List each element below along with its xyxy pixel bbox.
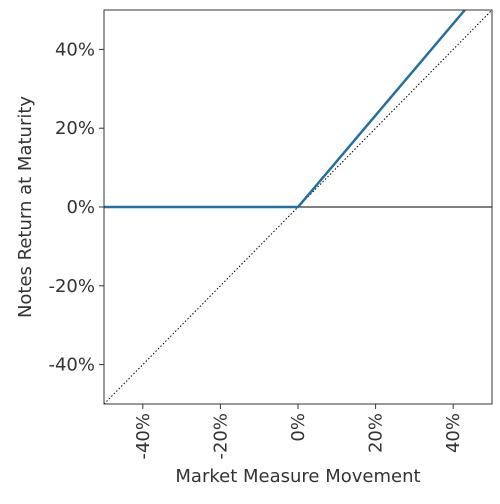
x-tick-label: 20% [366, 413, 387, 453]
x-tick-label: 0% [288, 413, 309, 442]
x-tick-label: -40% [133, 413, 154, 460]
y-tick-label: -40% [48, 355, 95, 376]
y-tick-label: 20% [55, 118, 95, 139]
x-tick-label: 40% [443, 413, 464, 453]
y-tick-label: -20% [48, 276, 95, 297]
x-tick-label: -20% [210, 413, 231, 460]
series-line [104, 10, 466, 209]
plot-area [104, 10, 492, 404]
y-tick-label: 0% [66, 197, 95, 218]
y-tick-label: 40% [55, 39, 95, 60]
y-axis-title: Notes Return at Maturity [15, 96, 36, 318]
x-axis-title: Market Measure Movement [175, 466, 420, 487]
